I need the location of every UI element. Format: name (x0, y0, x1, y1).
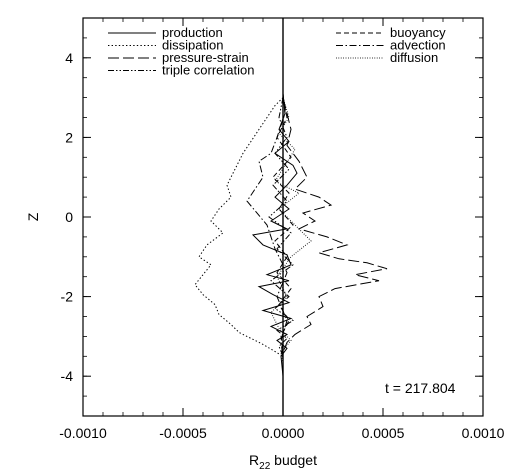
plot-lines (194, 93, 388, 377)
y-tick-label: -2 (61, 289, 74, 305)
y-axis-ticks: -4 -2 0 2 4 (61, 17, 483, 417)
series-line-triple-correlation (268, 97, 294, 357)
legend-label: dissipation (162, 38, 223, 53)
y-axis-label: Z (25, 212, 41, 221)
x-tick-label: 0.0010 (462, 425, 505, 441)
y-tick-label: 4 (65, 50, 73, 66)
series-line-dissipation (194, 97, 284, 357)
legend-label: pressure-strain (162, 50, 249, 65)
x-tick-label: -0.0005 (159, 425, 207, 441)
x-tick-label: 0.0000 (262, 425, 305, 441)
series-line-buoyancy (272, 97, 294, 353)
series-line-advection (246, 93, 288, 361)
time-annotation: t = 217.804 (385, 380, 456, 396)
y-tick-label: 2 (65, 129, 73, 145)
series-line-diffusion (270, 97, 312, 365)
y-tick-label: -4 (61, 368, 74, 384)
legend-label: diffusion (390, 50, 438, 65)
legend-label: advection (390, 38, 446, 53)
legend-label: production (162, 25, 223, 40)
series-line-pressure-strain (282, 97, 388, 353)
legend: productiondissipationpressure-straintrip… (108, 25, 446, 78)
x-axis-label: R22 budget (249, 452, 317, 472)
x-tick-label: -0.0010 (59, 425, 107, 441)
x-axis-ticks: -0.0010 -0.0005 0.0000 0.0005 0.0010 (59, 18, 505, 441)
x-tick-label: 0.0005 (362, 425, 405, 441)
series-line-production (251, 93, 298, 377)
y-tick-label: 0 (65, 209, 73, 225)
legend-label: triple correlation (162, 63, 255, 78)
legend-label: buoyancy (390, 25, 446, 40)
